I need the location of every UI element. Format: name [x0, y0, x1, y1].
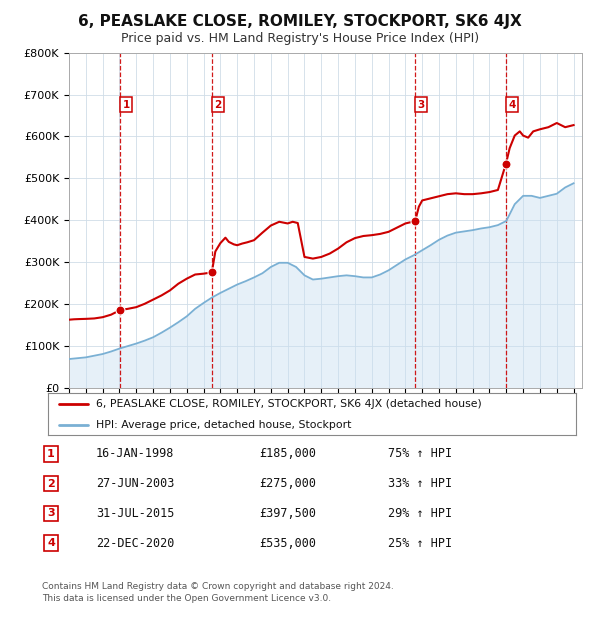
Text: £397,500: £397,500 [260, 507, 317, 520]
Text: 33% ↑ HPI: 33% ↑ HPI [388, 477, 452, 490]
Text: 6, PEASLAKE CLOSE, ROMILEY, STOCKPORT, SK6 4JX (detached house): 6, PEASLAKE CLOSE, ROMILEY, STOCKPORT, S… [95, 399, 481, 409]
Text: 75% ↑ HPI: 75% ↑ HPI [388, 448, 452, 460]
Text: 27-JUN-2003: 27-JUN-2003 [96, 477, 174, 490]
Text: Contains HM Land Registry data © Crown copyright and database right 2024.
This d: Contains HM Land Registry data © Crown c… [42, 582, 394, 603]
Text: £535,000: £535,000 [260, 537, 317, 549]
Text: 3: 3 [418, 100, 425, 110]
Text: 29% ↑ HPI: 29% ↑ HPI [388, 507, 452, 520]
Text: HPI: Average price, detached house, Stockport: HPI: Average price, detached house, Stoc… [95, 420, 351, 430]
Text: 3: 3 [47, 508, 55, 518]
Text: 1: 1 [47, 449, 55, 459]
Text: £185,000: £185,000 [260, 448, 317, 460]
Text: 2: 2 [214, 100, 221, 110]
Text: 22-DEC-2020: 22-DEC-2020 [96, 537, 174, 549]
Text: 2: 2 [47, 479, 55, 489]
Text: 31-JUL-2015: 31-JUL-2015 [96, 507, 174, 520]
Text: 25% ↑ HPI: 25% ↑ HPI [388, 537, 452, 549]
Text: 6, PEASLAKE CLOSE, ROMILEY, STOCKPORT, SK6 4JX: 6, PEASLAKE CLOSE, ROMILEY, STOCKPORT, S… [78, 14, 522, 29]
Text: 1: 1 [122, 100, 130, 110]
Text: 4: 4 [47, 538, 55, 548]
Text: 4: 4 [508, 100, 516, 110]
Text: £275,000: £275,000 [260, 477, 317, 490]
Text: 16-JAN-1998: 16-JAN-1998 [96, 448, 174, 460]
Text: Price paid vs. HM Land Registry's House Price Index (HPI): Price paid vs. HM Land Registry's House … [121, 32, 479, 45]
